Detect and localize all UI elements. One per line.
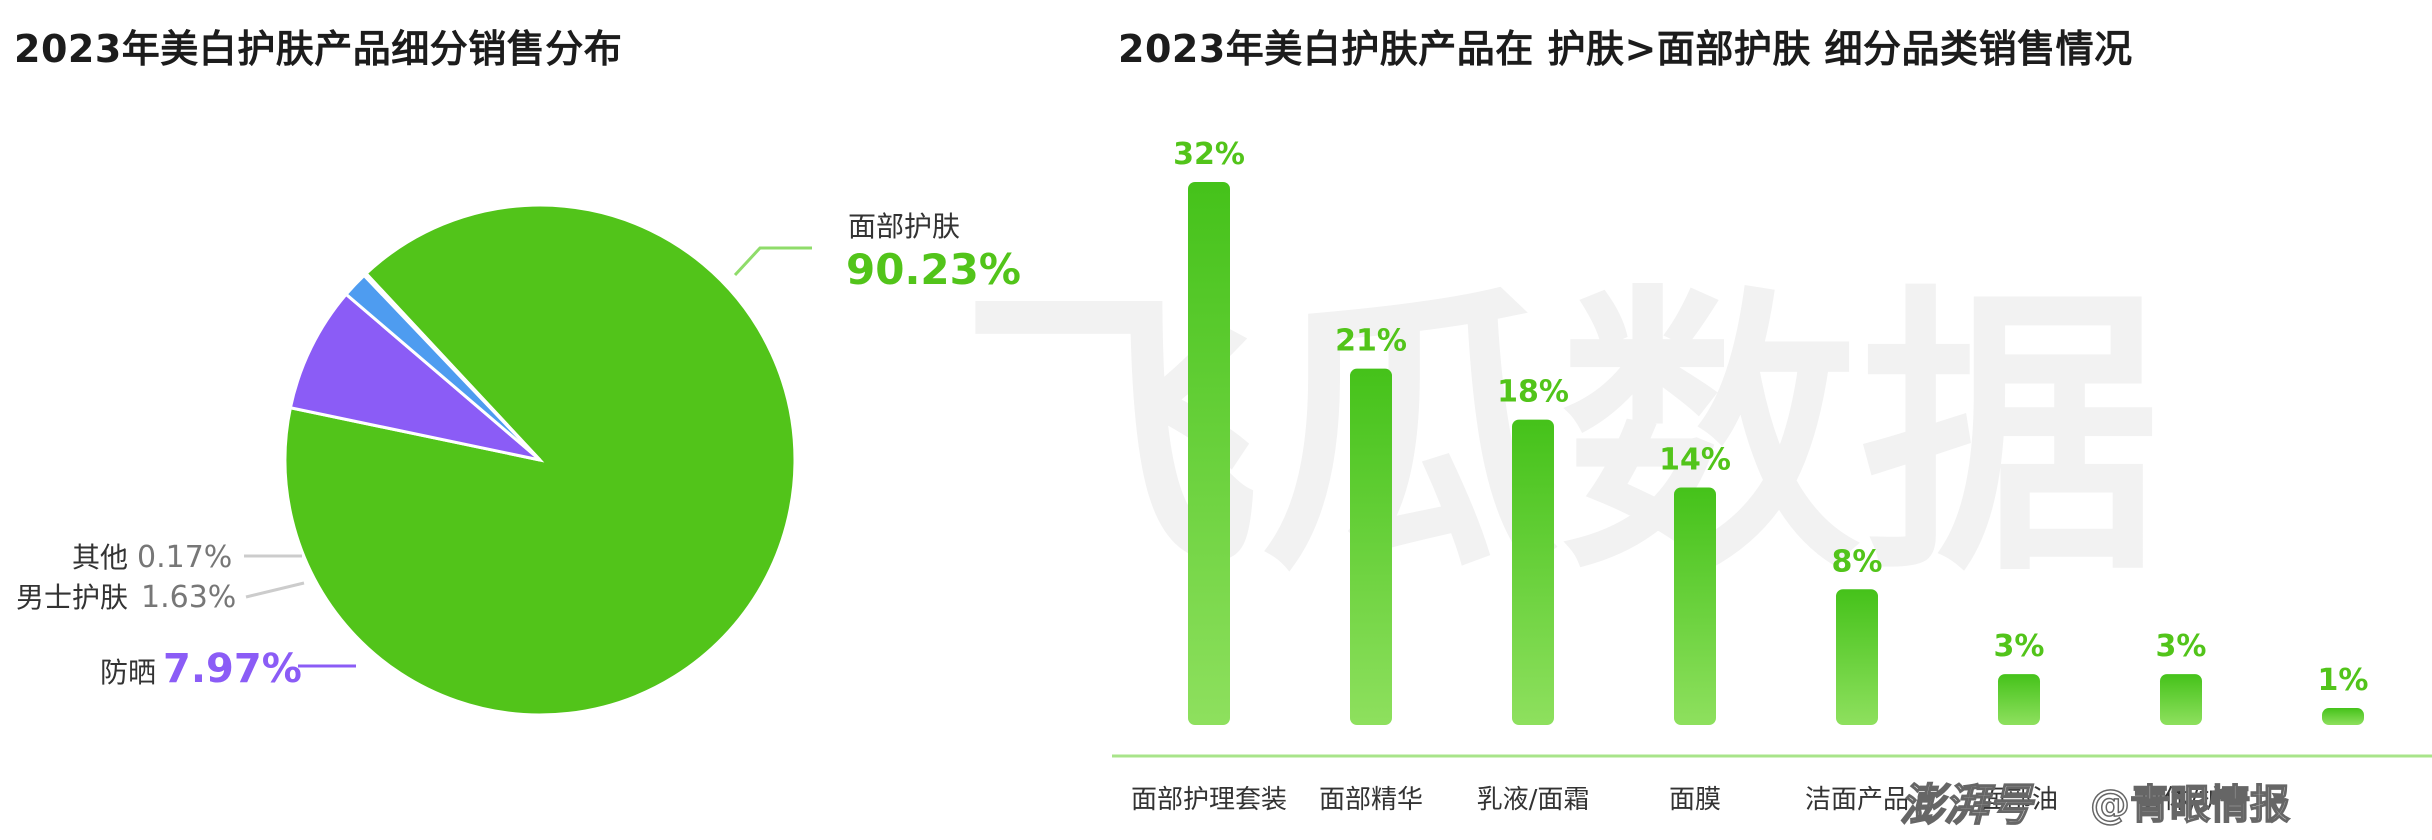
source-logo-text: 澎湃号 bbox=[1900, 780, 2035, 831]
x-tick-label-5: 面部油 bbox=[1980, 785, 2058, 815]
bar-value-label-0: 32% bbox=[1173, 137, 1245, 172]
pie-value-0: 90.23% bbox=[846, 245, 1021, 294]
watermark-text: 飞瓜数据 bbox=[960, 262, 2160, 611]
x-tick-label-1: 面部精华 bbox=[1319, 785, 1423, 815]
bar-value-label-1: 21% bbox=[1335, 324, 1407, 359]
bar-value-label-3: 14% bbox=[1659, 442, 1731, 477]
leader-line-0 bbox=[733, 246, 812, 277]
bar-value-label-4: 8% bbox=[1832, 544, 1883, 579]
pie-slice-3 bbox=[361, 271, 542, 462]
pie-label-1: 防晒 bbox=[100, 656, 156, 689]
pie-value-3: 0.17% bbox=[137, 540, 232, 575]
x-tick-label-2: 乳液/面霜 bbox=[1477, 785, 1590, 815]
bar-1 bbox=[1350, 368, 1392, 725]
bar-chart-title: 2023年美白护肤产品在 护肤>面部护肤 细分品类销售情况 bbox=[1118, 27, 2133, 71]
bar-0 bbox=[1188, 182, 1230, 725]
pie-slice-1 bbox=[288, 292, 541, 462]
bar-value-label-6: 3% bbox=[2156, 629, 2207, 664]
pie-label-3: 其他 bbox=[72, 541, 128, 574]
pie-label-2: 男士护肤 bbox=[16, 581, 128, 614]
bar-value-label-7: 1% bbox=[2318, 663, 2369, 698]
pie-label-0: 面部护肤 bbox=[848, 210, 960, 243]
pie-chart-title: 2023年美白护肤产品细分销售分布 bbox=[14, 27, 623, 71]
leader-line-2 bbox=[245, 581, 305, 599]
bar-6 bbox=[2160, 674, 2202, 725]
author-text: @青眼情报 bbox=[2090, 782, 2290, 828]
x-tick-label-3: 面膜 bbox=[1669, 785, 1721, 815]
pie-value-2: 1.63% bbox=[141, 580, 236, 615]
bar-value-label-2: 18% bbox=[1497, 375, 1569, 410]
pie-value-1: 7.97% bbox=[163, 646, 302, 692]
bar-3 bbox=[1674, 487, 1716, 725]
bar-2 bbox=[1512, 419, 1554, 725]
bar-chart: 32% 21% 18% 14% 8% 3% 3% 1% 面部护理套装 面部精华 乳液/面霜 面膜 洁面产… bbox=[1112, 137, 2432, 815]
x-tick-label-6: 身体/护 bbox=[2138, 785, 2225, 815]
bar-value-label-5: 3% bbox=[1994, 629, 2045, 664]
bar-5 bbox=[1998, 674, 2040, 725]
x-tick-label-0: 面部护理套装 bbox=[1131, 785, 1287, 815]
bar-7 bbox=[2322, 708, 2364, 725]
bar-4 bbox=[1836, 589, 1878, 725]
x-tick-label-4: 洁面产品 bbox=[1805, 785, 1909, 815]
